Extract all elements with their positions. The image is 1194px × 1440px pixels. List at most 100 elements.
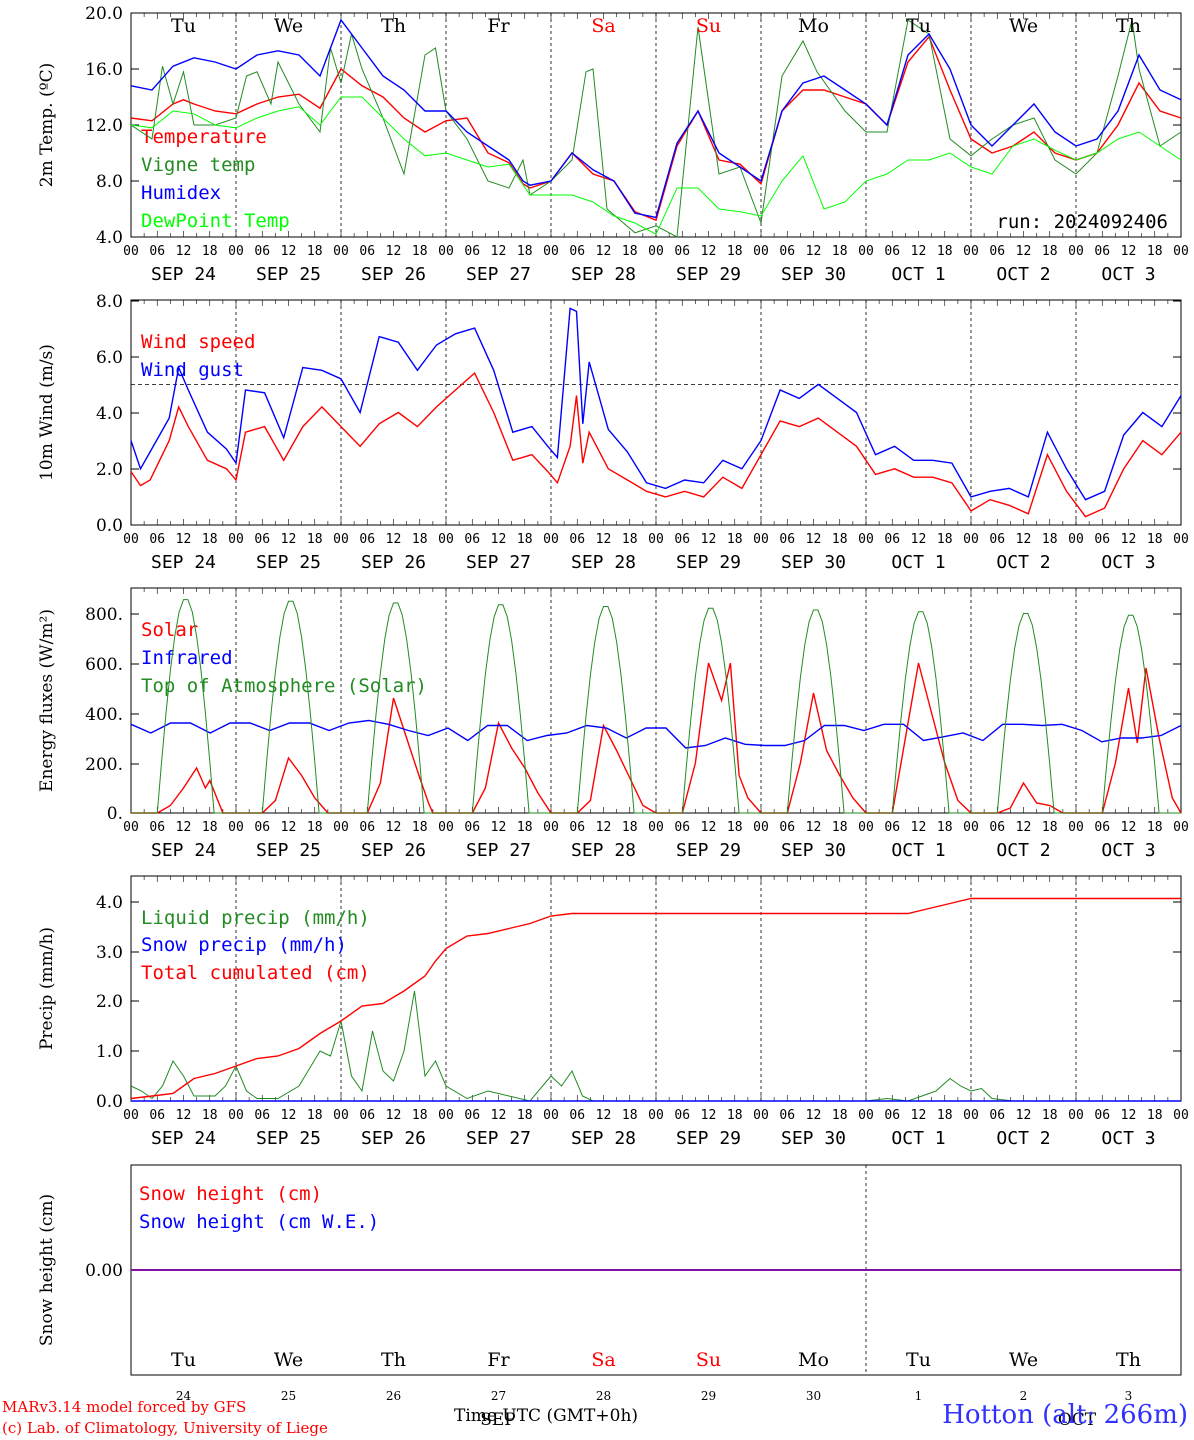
panel-5-ylabel: Snow height (cm)	[37, 1194, 57, 1346]
top-day-label: Tu	[171, 15, 196, 37]
panel-1-hour-label: 12	[806, 244, 822, 259]
panel-4-date-label: OCT 2	[996, 1128, 1050, 1149]
panel-1-hour-label: 06	[464, 244, 480, 259]
panel-4-hour-label: 00	[858, 1108, 874, 1123]
panel-1-hour-label: 18	[307, 244, 323, 259]
bottom-day-label: Sa	[591, 1349, 615, 1371]
panel-3-date-label: SEP 30	[781, 840, 846, 861]
panel-4-date-label: SEP 24	[151, 1128, 216, 1149]
panel-2-hour-label: 12	[1121, 532, 1137, 547]
panel-1-series-vigne-temp	[130, 19, 1182, 238]
panel-1-hour-label: 06	[884, 244, 900, 259]
panel-4-hour-label: 00	[123, 1108, 139, 1123]
bottom-day-number: 3	[1125, 1389, 1133, 1403]
panel-2-hour-label: 12	[1016, 532, 1032, 547]
panel-3-hour-label: 18	[412, 820, 428, 835]
panel-3-hour-label: 00	[1173, 820, 1189, 835]
panel-3-hour-label: 12	[701, 820, 717, 835]
panel-4-date-label: SEP 28	[571, 1128, 636, 1149]
panel-3-hour-label: 00	[963, 820, 979, 835]
panel-3-hour-label: 00	[648, 820, 664, 835]
panel-4-hour-label: 00	[648, 1108, 664, 1123]
panel-3-frame	[130, 587, 1182, 814]
panel-2-date-label: OCT 3	[1101, 552, 1155, 573]
panel-1-hour-label: 00	[753, 244, 769, 259]
panel-1-hour-label: 12	[491, 244, 507, 259]
panel-2-hour-label: 12	[806, 532, 822, 547]
panel-2-ytick-label: 0.0	[96, 516, 123, 536]
panel-1-legend-item: Temperature	[141, 126, 267, 148]
panel-3-hour-label: 18	[832, 820, 848, 835]
panel-3-hour-label: 00	[543, 820, 559, 835]
panel-2-hour-label: 06	[989, 532, 1005, 547]
panel-3-date-label: OCT 2	[996, 840, 1050, 861]
panel-2-hour-label: 18	[1042, 532, 1058, 547]
panel-2-hour-label: 06	[149, 532, 165, 547]
panel-3-hour-label: 18	[622, 820, 638, 835]
panel-2-hour-label: 12	[491, 532, 507, 547]
panel-3-ytick-label: 400.	[85, 705, 123, 725]
top-day-label: Su	[696, 15, 721, 37]
panel-3-hour-label: 06	[674, 820, 690, 835]
panel-4-hour-label: 12	[491, 1108, 507, 1123]
panel-4-date-label: OCT 3	[1101, 1128, 1155, 1149]
panel-4-ytick-label: 4.0	[96, 893, 123, 913]
panel-3-hour-label: 18	[307, 820, 323, 835]
month-label-oct: OCT	[1058, 1410, 1097, 1430]
bottom-day-label: Tu	[171, 1349, 196, 1371]
panel-1-hour-label: 18	[1042, 244, 1058, 259]
panel-4-hour-label: 06	[464, 1108, 480, 1123]
panel-1-hour-label: 06	[779, 244, 795, 259]
panel-3-hour-label: 00	[753, 820, 769, 835]
panel-4-legend-item: Liquid precip (mm/h)	[141, 907, 370, 929]
panel-3-date-label: OCT 3	[1101, 840, 1155, 861]
panel-4-legend-item: Total cumulated (cm)	[141, 962, 370, 984]
panel-3-hour-label: 00	[123, 820, 139, 835]
panel-4-hour-label: 18	[937, 1108, 953, 1123]
panel-3-series-top-of-atmosphere-solar-	[131, 599, 1181, 814]
panel-1-date-label: OCT 2	[996, 264, 1050, 285]
panel-1-ytick-label: 4.0	[96, 228, 123, 248]
top-day-label: Th	[1116, 15, 1141, 37]
panel-1-hour-label: 18	[202, 244, 218, 259]
panel-2-hour-label: 12	[281, 532, 297, 547]
top-day-label: Sa	[591, 15, 615, 37]
panel-1-hour-label: 00	[438, 244, 454, 259]
bottom-day-label: Th	[381, 1349, 406, 1371]
x-axis-title: Time UTC (GMT+0h)	[454, 1406, 639, 1426]
panel-4-hour-label: 06	[254, 1108, 270, 1123]
panel-2-date-label: SEP 26	[361, 552, 426, 573]
panel-1-hour-label: 00	[858, 244, 874, 259]
panel-1-hour-label: 06	[1094, 244, 1110, 259]
panel-2-series-wind-gust	[130, 307, 1182, 501]
panel-1-date-label: SEP 24	[151, 264, 216, 285]
panel-1-ylabel: 2m Temp. (ºC)	[37, 63, 57, 188]
panel-2-date-label: OCT 1	[891, 552, 945, 573]
panel-3-hour-label: 06	[254, 820, 270, 835]
panel-3-hour-label: 18	[1147, 820, 1163, 835]
panel-3-hour-label: 18	[517, 820, 533, 835]
panel-2-legend-item: Wind speed	[141, 331, 255, 353]
bottom-day-number: 26	[386, 1389, 401, 1403]
panel-2-hour-label: 06	[359, 532, 375, 547]
bottom-day-number: 29	[701, 1389, 716, 1403]
panel-2-hour-label: 12	[911, 532, 927, 547]
panel-2-hour-label: 00	[1173, 532, 1189, 547]
panel-3-hour-label: 00	[1068, 820, 1084, 835]
panel-3-date-label: SEP 26	[361, 840, 426, 861]
panel-3-hour-label: 18	[202, 820, 218, 835]
panel-4-hour-label: 00	[963, 1108, 979, 1123]
bottom-day-number: 28	[596, 1389, 611, 1403]
panel-2-legend-item: Wind gust	[141, 359, 244, 381]
bottom-day-number: 27	[491, 1389, 506, 1403]
panel-2-date-label: SEP 28	[571, 552, 636, 573]
panel-1-hour-label: 12	[386, 244, 402, 259]
run-label: run: 2024092406	[996, 211, 1168, 233]
panel-3-date-label: SEP 27	[466, 840, 531, 861]
panel-2-hour-label: 18	[202, 532, 218, 547]
panel-4-date-label: SEP 29	[676, 1128, 741, 1149]
panel-3-hour-label: 06	[464, 820, 480, 835]
panel-2-date-label: OCT 2	[996, 552, 1050, 573]
panel-2-hour-label: 18	[727, 532, 743, 547]
